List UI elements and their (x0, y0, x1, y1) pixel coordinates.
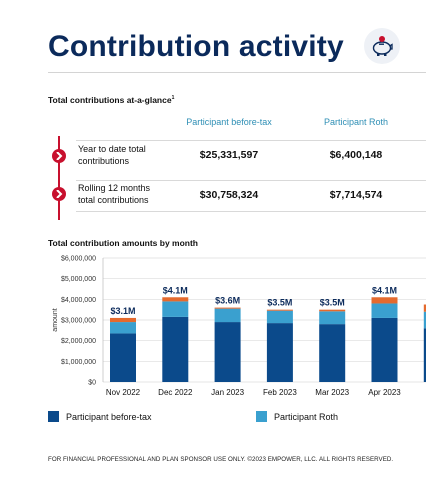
x-tick-label: Jan 2023 (211, 388, 244, 397)
bar-data-label: $3.5M (320, 298, 345, 308)
page-title: Contribution activity (48, 30, 344, 63)
y-axis-title: amount (52, 308, 59, 331)
title-divider (48, 72, 426, 73)
rolling-roth-value: $7,714,574 (329, 189, 383, 201)
bar-segment (214, 307, 241, 309)
glance-heading: Total contributions at-a-glance1 (48, 95, 175, 105)
bar-segment (266, 323, 293, 382)
bar-segment (371, 297, 398, 304)
row-divider (76, 140, 426, 141)
chevron-right-icon (52, 149, 66, 163)
y-tick-label: $1,000,000 (61, 359, 96, 366)
bar-segment (319, 324, 346, 382)
chevron-right-icon (52, 187, 66, 201)
bar-segment (110, 317, 136, 323)
contributions-bar-chart: $0 $1,000,000 $2,000,000 $3,000,000 $4,000,0… (52, 256, 426, 397)
x-tick-label: Nov 2022 (106, 388, 141, 397)
bar-segment (423, 304, 426, 312)
legend-label-roth: Participant Roth (274, 412, 339, 422)
bar-segment (423, 328, 426, 382)
piggy-bank-icon (364, 28, 400, 64)
column-header-before-tax: Participant before-tax (186, 117, 272, 127)
bar-segment (371, 317, 398, 382)
bar-segment (110, 322, 136, 334)
bar-data-label: $3.1M (110, 306, 135, 316)
footer-disclaimer: FOR FINANCIAL PROFESSIONAL AND PLAN SPON… (48, 456, 394, 463)
y-tick-label: $2,000,000 (61, 338, 96, 345)
legend-swatch-roth (256, 411, 267, 422)
bar-segment (319, 309, 346, 312)
y-tick-label: $4,000,000 (61, 297, 96, 304)
bar-segment (423, 311, 426, 329)
row-divider (76, 180, 426, 181)
bar-data-label: $4.1M (163, 285, 188, 295)
y-tick-label: $5,000,000 (61, 276, 96, 283)
bar-data-label: $3.5M (267, 298, 292, 308)
bar-segment (162, 316, 189, 382)
x-tick-label: Feb 2023 (263, 388, 297, 397)
rolling-before-tax-value: $30,758,324 (199, 189, 259, 201)
column-header-roth: Participant Roth (323, 117, 389, 127)
bar-segment (214, 322, 241, 382)
bar-segment (266, 310, 293, 324)
row-label-rolling: Rolling 12 months total contributions (78, 183, 151, 205)
x-tick-label: Apr 2023 (368, 388, 401, 397)
row-label-ytd: Year to date total contributions (78, 144, 146, 166)
ytd-before-tax-value: $25,331,597 (199, 149, 259, 161)
ytd-roth-value: $6,400,148 (329, 149, 383, 161)
bar-segment (266, 309, 293, 311)
y-tick-label: $3,000,000 (61, 318, 96, 325)
timeline-line (58, 136, 60, 220)
bar-data-label: $4.1M (372, 285, 397, 295)
bar-segment (110, 333, 136, 382)
bar-segment (371, 303, 398, 318)
bar-segment (319, 311, 346, 325)
legend-swatch-before-tax (48, 411, 59, 422)
chart-heading: Total contribution amounts by month (48, 238, 198, 248)
bar-segment (162, 297, 189, 302)
x-tick-label: Dec 2022 (158, 388, 193, 397)
bar-segment (214, 308, 241, 323)
y-tick-label: $6,000,000 (61, 256, 96, 263)
bar-data-label: $3.6M (215, 296, 240, 306)
bar-segment (162, 301, 189, 317)
y-tick-label: $0 (88, 380, 96, 387)
row-divider (76, 211, 426, 212)
legend-label-before-tax: Participant before-tax (66, 412, 152, 422)
x-tick-label: Mar 2023 (315, 388, 349, 397)
